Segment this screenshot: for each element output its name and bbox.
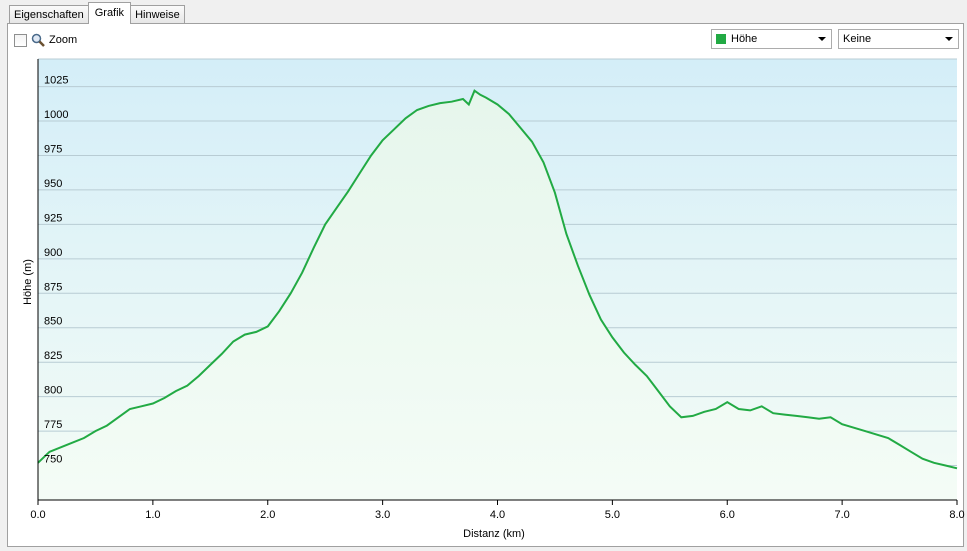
y-tick-label: 775	[44, 419, 62, 431]
y-tick-label: 800	[44, 385, 62, 397]
x-tick-label: 3.0	[375, 509, 390, 521]
y-tick-label: 900	[44, 247, 62, 259]
series-select[interactable]: Höhe	[711, 29, 832, 49]
tab-bar: Eigenschaften Grafik Hinweise	[9, 2, 185, 24]
series-select-value: Höhe	[731, 33, 758, 45]
zoom-label: Zoom	[49, 34, 78, 46]
x-tick-label: 7.0	[834, 509, 849, 521]
x-axis-label: Distanz (km)	[463, 528, 525, 540]
y-ticks: 750 775 800 825 850 875 900 925 950 975 1000 1025	[44, 75, 68, 466]
series-color-swatch	[716, 34, 726, 44]
y-tick-label: 1025	[44, 75, 68, 87]
x-ticks: 0.0 1.0 2.0 3.0 4.0 5.0 6.0 7.0 8.0	[30, 500, 965, 521]
elevation-area	[38, 90, 957, 500]
tab-grafik[interactable]: Grafik	[87, 2, 132, 24]
x-tick-label: 2.0	[260, 509, 275, 521]
y-tick-label: 950	[44, 178, 62, 190]
x-tick-label: 1.0	[145, 509, 160, 521]
elevation-line	[37, 89, 958, 470]
chevron-down-icon	[818, 37, 826, 41]
x-tick-label: 5.0	[605, 509, 620, 521]
y-tick-label: 825	[44, 350, 62, 362]
y-axis-label: Höhe (m)	[22, 259, 34, 305]
y-tick-label: 750	[44, 454, 62, 466]
zoom-checkbox[interactable]	[14, 33, 27, 47]
y-tick-label: 850	[44, 316, 62, 328]
x-tick-label: 6.0	[720, 509, 735, 521]
chevron-down-icon	[945, 37, 953, 41]
x-tick-label: 8.0	[949, 509, 964, 521]
magnifier-icon	[31, 33, 45, 47]
y-tick-label: 875	[44, 281, 62, 293]
overlay-select-value: Keine	[843, 33, 872, 45]
zoom-control: Zoom	[14, 33, 77, 47]
overlay-select[interactable]: Keine	[838, 29, 959, 49]
y-tick-label: 925	[44, 212, 62, 224]
y-tick-label: 975	[44, 143, 62, 155]
tab-eigenschaften[interactable]: Eigenschaften	[9, 5, 89, 24]
x-tick-label: 4.0	[490, 509, 505, 521]
y-tick-label: 1000	[44, 109, 68, 121]
x-tick-label: 0.0	[30, 509, 45, 521]
